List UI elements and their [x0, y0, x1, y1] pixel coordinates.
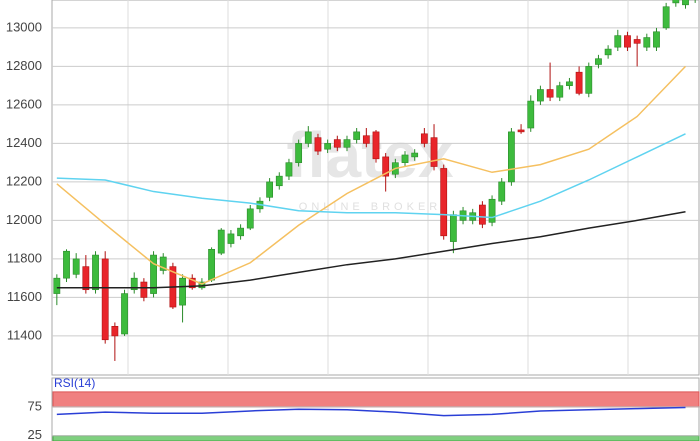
candle-body: [527, 100, 535, 129]
oversold-band: [52, 435, 700, 441]
candle-body: [546, 89, 554, 98]
overbought-band: [52, 391, 700, 408]
candle-body: [324, 143, 332, 150]
candle-body: [362, 135, 370, 144]
candle-body: [159, 256, 167, 271]
ma-lines: [56, 65, 687, 289]
candle-body: [537, 89, 544, 102]
candle-body: [217, 229, 225, 254]
candle-body: [614, 35, 622, 48]
candle-body: [672, 0, 680, 4]
rsi-tick-label: 25: [28, 427, 42, 441]
watermark: flatex: [286, 119, 454, 191]
candle-body: [556, 85, 564, 98]
candle-body: [353, 131, 361, 140]
y-tick-label: 11600: [7, 289, 42, 304]
y-tick-label: 11800: [7, 250, 42, 265]
y-tick-label: 12400: [6, 135, 42, 150]
candle-body: [227, 233, 235, 244]
candle-body: [575, 71, 583, 94]
y-tick-label: 12000: [6, 212, 42, 227]
candle-body: [478, 204, 486, 225]
candle-body: [430, 137, 438, 167]
candle-body: [382, 156, 390, 177]
candles: [53, 0, 696, 361]
rsi-tick-label: 75: [28, 398, 42, 413]
candle-body: [121, 293, 128, 335]
candle-body: [237, 227, 244, 237]
moving-average: [56, 65, 687, 285]
y-tick-label: 11400: [7, 327, 42, 342]
y-tick-label: 12600: [6, 96, 42, 111]
candle-body: [53, 277, 61, 294]
moving-average: [56, 133, 686, 219]
moving-average: [56, 211, 686, 289]
candle-body: [208, 248, 215, 281]
candle-body: [440, 168, 448, 237]
y-tick-label: 12800: [6, 58, 42, 73]
candle-body: [304, 131, 312, 144]
candle-body: [411, 152, 419, 158]
candle-body: [314, 137, 322, 152]
watermark-sub: ONLINE BROKER: [299, 201, 441, 213]
candle-body: [682, 0, 689, 6]
rsi-lines: [56, 406, 686, 417]
rsi-line: [56, 406, 686, 417]
candle-body: [595, 58, 602, 65]
candle-body: [101, 258, 109, 341]
candle-body: [150, 254, 157, 294]
candle-body: [498, 181, 506, 202]
candle-body: [295, 143, 303, 163]
candle-body: [508, 131, 515, 183]
candle-body: [604, 48, 612, 56]
candle-body: [266, 181, 274, 198]
candle-body: [246, 208, 254, 229]
candle-body: [140, 281, 148, 298]
candle-body: [372, 131, 380, 160]
candle-body: [111, 325, 119, 337]
candle-body: [449, 214, 457, 242]
candle-body: [188, 277, 196, 289]
candle-body: [401, 154, 409, 163]
candle-body: [488, 198, 496, 223]
candle-body: [285, 162, 293, 177]
candle-body: [517, 129, 525, 133]
candle-body: [653, 31, 660, 48]
candle-body: [92, 254, 99, 291]
candle-body: [624, 35, 631, 48]
candle-body: [662, 6, 670, 29]
candle-body: [63, 250, 70, 279]
candle-body: [633, 39, 641, 44]
candle-body: [275, 175, 283, 187]
rsi-label: RSI(14): [54, 376, 95, 390]
candle-body: [566, 81, 573, 86]
candle-body: [585, 66, 593, 94]
candle-body: [420, 133, 428, 144]
candle-body: [179, 277, 186, 306]
y-tick-label: 13000: [6, 19, 42, 34]
candle-body: [343, 139, 351, 148]
candle-body: [72, 258, 80, 275]
y-tick-label: 12200: [6, 173, 42, 188]
candle-body: [333, 139, 341, 148]
candle-body: [130, 277, 138, 291]
candle-body: [643, 37, 651, 48]
plot-area: [51, 0, 700, 376]
candle-body: [82, 266, 90, 291]
